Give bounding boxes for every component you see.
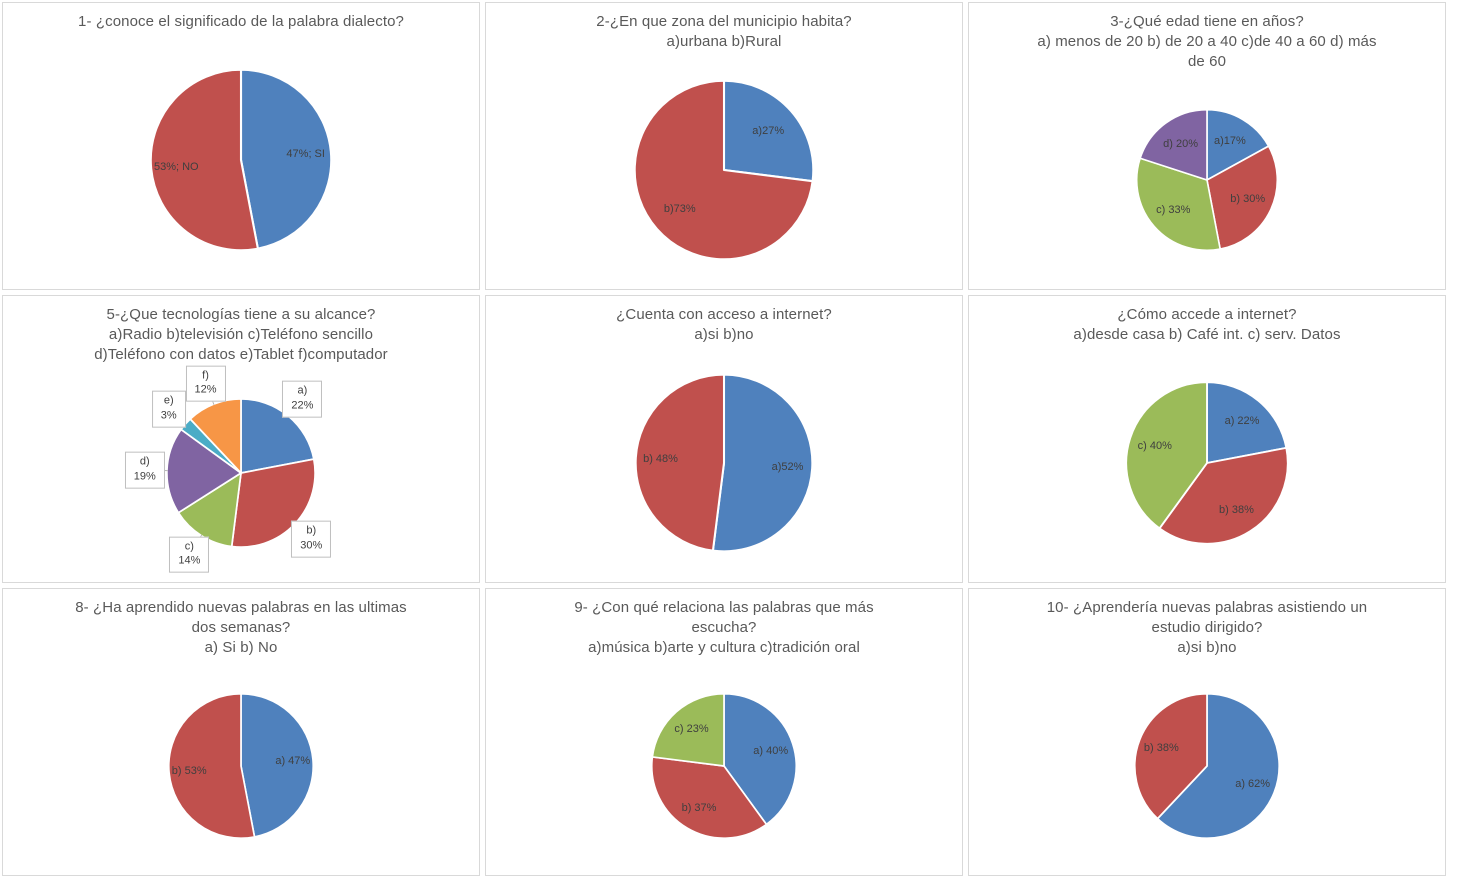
chart-panel-q1: 1- ¿conoce el significado de la palabra …	[2, 2, 480, 290]
chart-title: 10- ¿Aprendería nuevas palabras asistien…	[1046, 599, 1368, 656]
pie-chart-q1: 47%; SI 53%; NO	[146, 65, 336, 255]
chart-panel-q2: 2-¿En que zona del municipio habita? a)u…	[485, 2, 963, 290]
pie-chart-q9: a) 40% b) 37% c) 23%	[648, 690, 800, 842]
pie-chart-q7: a) 22% b) 38% c) 40%	[1122, 378, 1292, 548]
pie-slice	[239, 69, 333, 251]
chart-panel-q9: 9- ¿Con qué relaciona las palabras que m…	[485, 588, 963, 876]
pie-chart-q3: a)17% b) 30% c) 33% d) 20%	[1133, 106, 1281, 254]
pie-box: a) 22% b) 30% c) 14% d) 19% e) 3% f) 12%	[3, 364, 479, 582]
pie-chart-q10: a) 62% b) 38%	[1131, 690, 1283, 842]
pie-slice	[1158, 447, 1289, 545]
pie-slice	[1134, 693, 1208, 820]
pie-slice	[634, 373, 726, 552]
pie-slice	[1206, 109, 1270, 182]
pie-slice	[1125, 381, 1208, 530]
pie-svg	[650, 693, 798, 840]
pie-chart-q5: a) 22% b) 30% c) 14% d) 19% e) 3% f) 12%	[124, 365, 332, 573]
pie-chart-q8: a) 47% b) 53%	[165, 690, 317, 842]
pie-slice	[149, 69, 259, 252]
pie-slice	[650, 756, 768, 840]
chart-panel-q6: ¿Cuenta con acceso a internet? a)si b)no…	[485, 295, 963, 583]
pie-svg	[167, 693, 314, 840]
pie-slice	[167, 693, 256, 840]
pie-slice	[1156, 693, 1281, 840]
pie-slice	[240, 693, 314, 838]
slice-callout-label: e) 3%	[151, 391, 186, 428]
pie-svg	[157, 395, 316, 549]
pie-svg	[634, 373, 814, 553]
pie-slice	[1206, 145, 1279, 251]
pie-slice	[1206, 381, 1288, 465]
pie-slice	[722, 79, 815, 183]
chart-title: 8- ¿Ha aprendido nuevas palabras en las …	[75, 599, 407, 656]
chart-panel-q8: 8- ¿Ha aprendido nuevas palabras en las …	[2, 588, 480, 876]
pie-box: a)52% b) 48%	[486, 345, 962, 582]
chart-title: 1- ¿conoce el significado de la palabra …	[78, 13, 404, 30]
chart-panel-q3: 3-¿Qué edad tiene en años? a) menos de 2…	[968, 2, 1446, 290]
pie-chart-q6: a)52% b) 48%	[631, 370, 817, 556]
pie-slice	[1135, 157, 1221, 252]
pie-svg	[1125, 381, 1289, 545]
pie-box: a) 62% b) 38%	[969, 657, 1445, 875]
pie-svg	[149, 69, 333, 252]
pie-box: a)17% b) 30% c) 33% d) 20%	[969, 71, 1445, 289]
pie-box: a) 47% b) 53%	[3, 657, 479, 875]
chart-title: 9- ¿Con qué relaciona las palabras que m…	[574, 599, 874, 656]
pie-slice	[651, 693, 725, 768]
slice-callout-label: d) 19%	[124, 451, 165, 489]
pie-box: a)27% b)73%	[486, 52, 962, 289]
pie-slice	[1139, 109, 1208, 182]
slice-callout-label: a) 22%	[282, 380, 323, 418]
pie-svg	[1134, 693, 1281, 840]
pie-slice	[711, 373, 814, 553]
slice-callout-label: b) 30%	[291, 520, 332, 558]
pie-svg	[1135, 109, 1279, 252]
chart-title: 3-¿Qué edad tiene en años? a) menos de 2…	[1037, 13, 1377, 70]
chart-title: ¿Cómo accede a internet? a)desde casa b)…	[1073, 306, 1341, 343]
pie-slice	[723, 693, 798, 826]
pie-box: 47%; SI 53%; NO	[3, 32, 479, 289]
pie-box: a) 40% b) 37% c) 23%	[486, 657, 962, 875]
pie-slice	[633, 79, 814, 261]
slice-callout-label: f) 12%	[185, 365, 226, 402]
chart-panel-q7: ¿Cómo accede a internet? a)desde casa b)…	[968, 295, 1446, 583]
pie-chart-q2: a)27% b)73%	[630, 76, 818, 264]
chart-title: ¿Cuenta con acceso a internet? a)si b)no	[616, 306, 832, 343]
pie-svg	[633, 79, 815, 261]
chart-panel-q5: 5-¿Que tecnologías tiene a su alcance? a…	[2, 295, 480, 583]
chart-panel-q10: 10- ¿Aprendería nuevas palabras asistien…	[968, 588, 1446, 876]
chart-title: 5-¿Que tecnologías tiene a su alcance? a…	[94, 306, 388, 363]
chart-title: 2-¿En que zona del municipio habita? a)u…	[596, 13, 852, 50]
slice-callout-label: c) 14%	[169, 536, 210, 573]
pie-box: a) 22% b) 38% c) 40%	[969, 345, 1445, 582]
